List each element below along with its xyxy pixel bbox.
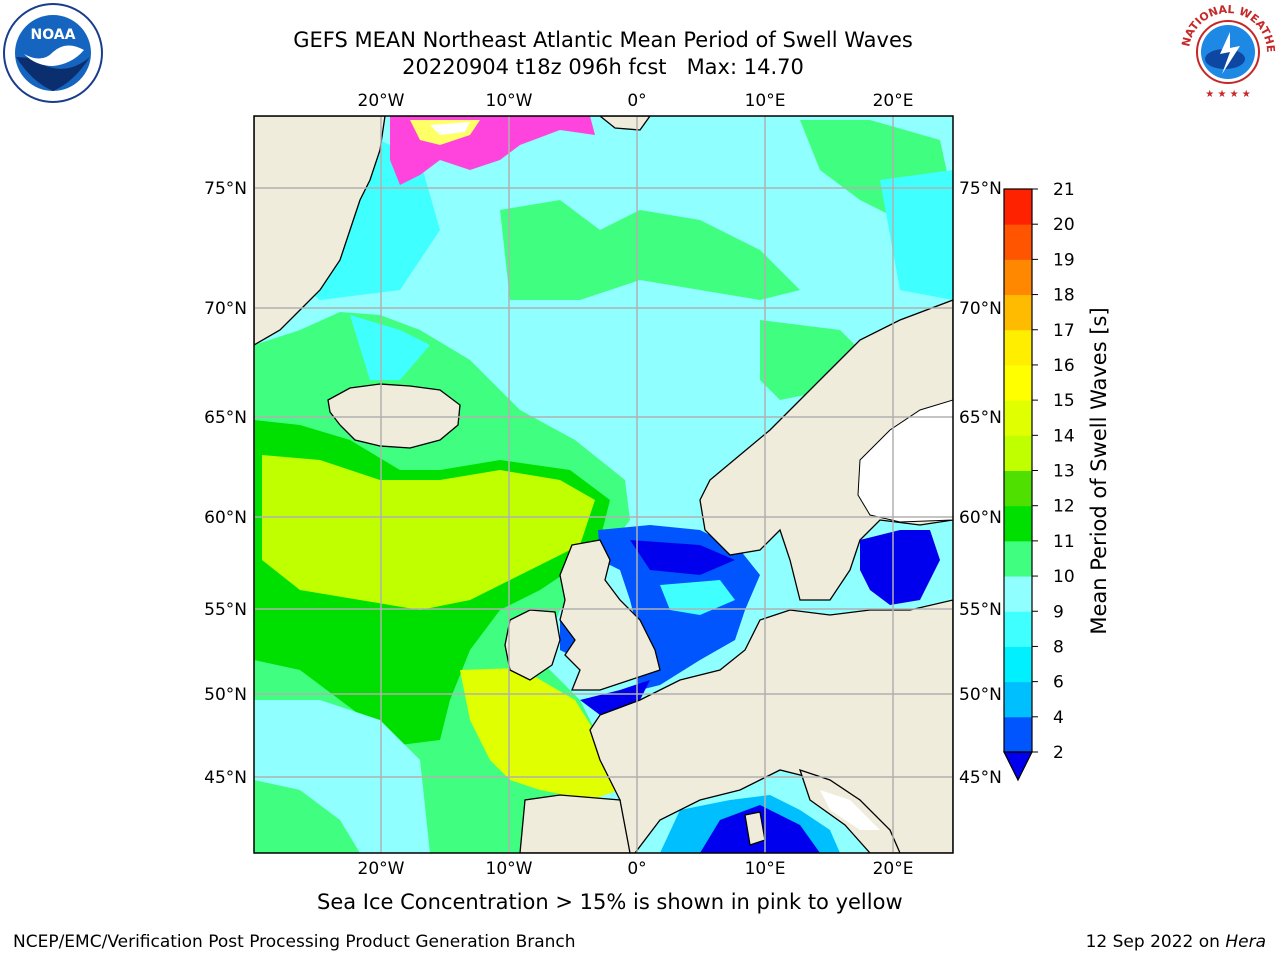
land-masses — [254, 116, 953, 853]
lon-label: 20°E — [873, 859, 914, 879]
lon-labels-top: 20°W 10°W 0° 10°E 20°E — [358, 91, 914, 111]
colorbar-tick-label: 19 — [1053, 250, 1075, 270]
colorbar-segment — [1004, 470, 1032, 507]
colorbar-segment — [1004, 611, 1032, 647]
great-britain — [559, 539, 661, 691]
footer-host: Hera — [1225, 932, 1266, 952]
map-title: GEFS MEAN Northeast Atlantic Mean Period… — [293, 28, 913, 52]
noaa-logo: NOAA — [3, 3, 103, 103]
colorbar-segment — [1004, 681, 1032, 718]
lat-label: 55°N — [204, 600, 247, 620]
lat-label: 55°N — [959, 600, 1002, 620]
gulf-of-bothnia — [857, 399, 953, 523]
lon-label: 0° — [627, 91, 646, 111]
map-frame — [253, 115, 954, 854]
colorbar-segment — [1004, 189, 1032, 225]
iceland — [327, 383, 461, 449]
lon-label: 10°W — [486, 91, 533, 111]
lon-label: 10°E — [745, 91, 786, 111]
colorbar-segment — [1004, 329, 1032, 366]
swell-field-channel — [580, 680, 650, 715]
lon-labels-bottom: 20°W 10°W 0° 10°E 20°E — [358, 859, 914, 879]
colorbar-extend-arrow — [1003, 751, 1033, 782]
colorbar-tick-label: 20 — [1053, 215, 1075, 235]
lat-label: 60°N — [959, 508, 1002, 528]
footer-credit: NCEP/EMC/Verification Post Processing Pr… — [13, 932, 576, 952]
colorbar-tick-label: 4 — [1053, 708, 1064, 728]
colorbar-segment — [1004, 294, 1032, 331]
lat-label: 75°N — [959, 179, 1002, 199]
lat-label: 75°N — [204, 179, 247, 199]
footer-date: 12 Sep 2022 on Hera — [1086, 932, 1266, 952]
colorbar-tick-label: 17 — [1053, 321, 1075, 341]
ireland — [504, 609, 561, 681]
colorbar-segment — [1004, 505, 1032, 542]
colorbar-tick-label: 13 — [1053, 462, 1075, 482]
colorbar-segment — [1004, 259, 1032, 296]
graticule — [254, 116, 953, 853]
lat-label: 45°N — [204, 768, 247, 788]
colorbar: 2 4 6 8 9 10 11 12 13 14 15 16 17 18 19 20 21 — [1003, 180, 1075, 782]
swell-field-8s-mid — [350, 315, 430, 380]
lat-label: 50°N — [959, 685, 1002, 705]
adriatic — [820, 790, 880, 830]
lat-label: 65°N — [204, 408, 247, 428]
lon-label: 20°W — [358, 91, 405, 111]
lat-label: 70°N — [959, 299, 1002, 319]
colorbar-segment — [1004, 400, 1032, 436]
svg-text:★ ★ ★ ★: ★ ★ ★ ★ — [1205, 89, 1250, 100]
colorbar-label: Mean Period of Swell Waves [s] — [1087, 307, 1111, 634]
swell-field-13s — [262, 455, 595, 610]
colorbar-tick-label: 14 — [1053, 426, 1075, 446]
colorbar-segment — [1004, 576, 1032, 612]
colorbar-tick-label: 18 — [1053, 286, 1075, 306]
map-subtitle: 20220904 t18z 096h fcst Max: 14.70 — [402, 55, 804, 79]
colorbar-tick-label: 12 — [1053, 497, 1075, 517]
lon-label: 20°E — [873, 91, 914, 111]
swell-field-6s-east — [880, 170, 953, 300]
swell-field-northsea-4s — [660, 580, 735, 615]
map-area — [254, 116, 953, 853]
colorbar-tick-label: 8 — [1053, 637, 1064, 657]
lat-label: 70°N — [204, 299, 247, 319]
colorbar-tick-label: 10 — [1053, 567, 1075, 587]
lat-labels-left: 75°N 70°N 65°N 60°N 55°N 50°N 45°N — [204, 179, 247, 788]
scandinavia — [699, 299, 953, 601]
colorbar-tick-label: 16 — [1053, 356, 1075, 376]
lon-label: 0° — [627, 859, 646, 879]
lat-label: 50°N — [204, 685, 247, 705]
colorbar-segment — [1004, 364, 1032, 401]
colorbar-segment — [1004, 224, 1032, 260]
lon-label: 10°W — [486, 859, 533, 879]
colorbar-tick-label: 6 — [1053, 673, 1064, 693]
map-caption: Sea Ice Concentration > 15% is shown in … — [317, 890, 903, 914]
svg-text:NOAA: NOAA — [31, 27, 76, 43]
colorbar-tick-label: 2 — [1053, 743, 1064, 763]
colorbar-tick-label: 9 — [1053, 602, 1064, 622]
swell-field-northsea-core — [630, 540, 735, 575]
colorbar-tick-label: 11 — [1053, 532, 1075, 552]
nws-logo: NATIONAL WEATHER SERVICE ★ ★ ★ ★ — [1178, 2, 1277, 100]
swell-field-8s-norway — [600, 350, 760, 480]
footer-date-text: 12 Sep 2022 on — [1085, 932, 1226, 952]
lon-label: 20°W — [358, 859, 405, 879]
colorbar-segment — [1004, 540, 1032, 577]
lat-label: 65°N — [959, 408, 1002, 428]
swell-field-10s-north — [500, 200, 800, 300]
swell-field-13s-biscay — [460, 668, 620, 800]
lat-label: 45°N — [959, 768, 1002, 788]
lon-label: 10°E — [745, 859, 786, 879]
iberia — [519, 794, 631, 853]
lat-labels-right: 75°N 70°N 65°N 60°N 55°N 50°N 45°N — [959, 179, 1002, 788]
colorbar-tick-label: 21 — [1053, 180, 1075, 200]
baltic-sea — [860, 530, 940, 605]
colorbar-segment — [1004, 646, 1032, 683]
colorbar-segment — [1004, 435, 1032, 471]
lat-label: 60°N — [204, 508, 247, 528]
swell-field-11s-sw — [254, 780, 360, 853]
colorbar-tick-label: 15 — [1053, 391, 1075, 411]
colorbar-segment — [1004, 716, 1032, 753]
